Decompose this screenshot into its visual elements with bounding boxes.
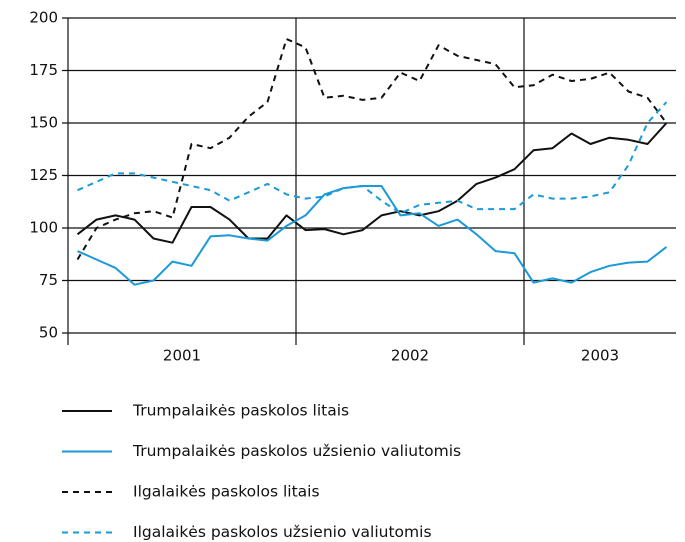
x-tick-label: 2001 xyxy=(163,347,201,365)
y-tick-label: 50 xyxy=(39,324,58,342)
legend-label: Trumpalaikės paskolos užsienio valiutomi… xyxy=(132,442,461,460)
series-line xyxy=(77,185,668,286)
y-tick-label: 150 xyxy=(29,114,58,132)
legend-label: Ilgalaikės paskolos litais xyxy=(133,483,320,501)
y-tick-label: 200 xyxy=(29,9,58,27)
series-line xyxy=(76,122,668,244)
y-tick-label: 75 xyxy=(39,271,58,289)
y-tick-label: 175 xyxy=(29,61,58,79)
series-line xyxy=(76,38,668,261)
x-tick-label: 2002 xyxy=(391,347,429,365)
series-line xyxy=(77,101,668,215)
y-tick-label: 125 xyxy=(29,166,58,184)
legend-label: Ilgalaikės paskolos užsienio valiutomis xyxy=(133,523,432,541)
x-tick-label: 2003 xyxy=(581,347,619,365)
y-tick-label: 100 xyxy=(29,219,58,237)
legend-label: Trumpalaikės paskolos litais xyxy=(132,402,349,420)
